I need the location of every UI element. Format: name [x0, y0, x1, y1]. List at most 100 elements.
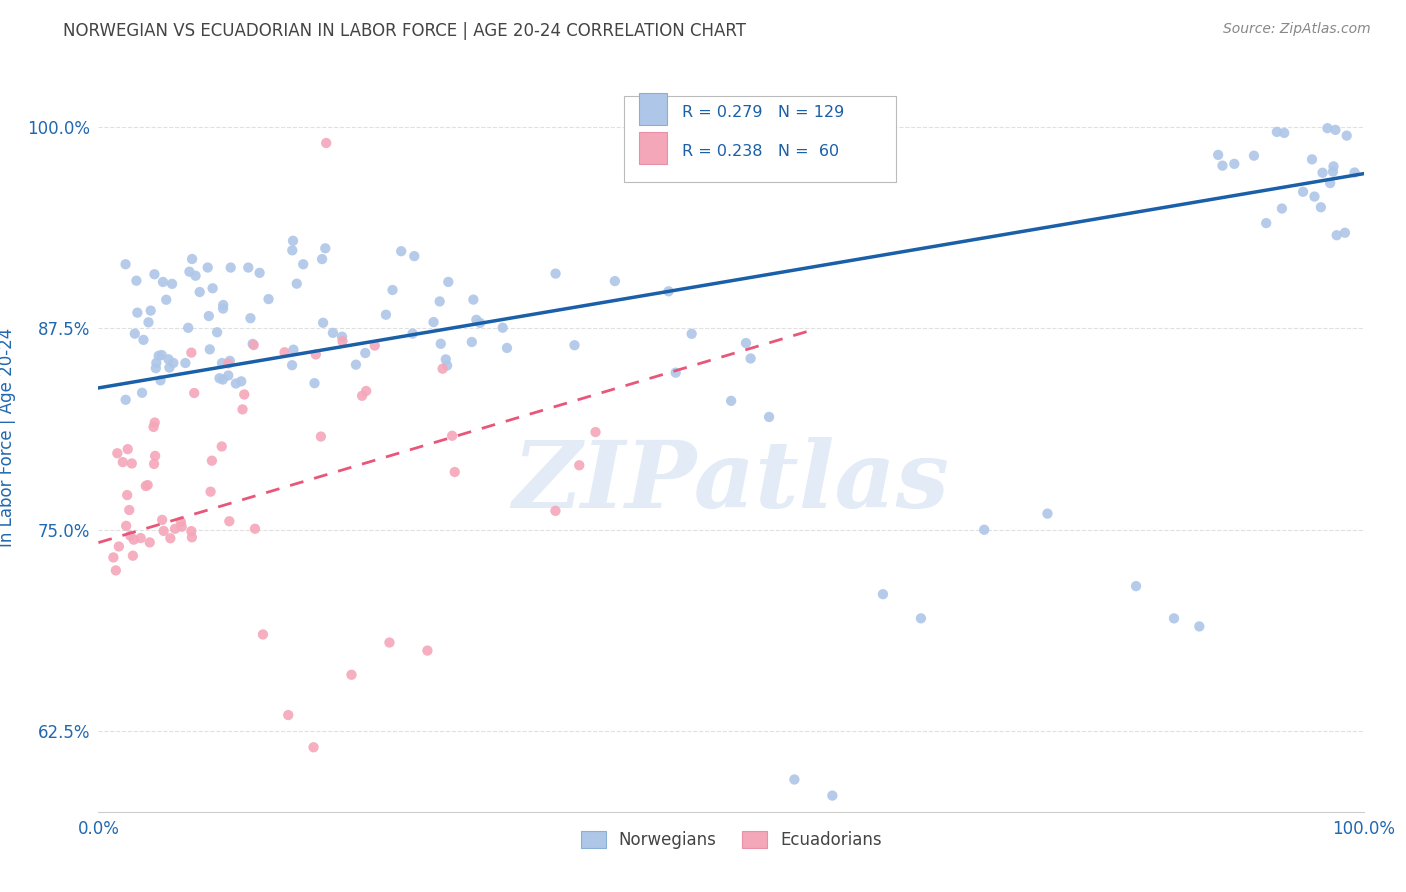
Point — [201, 281, 224, 295]
Point — [108, 540, 131, 554]
Point — [103, 550, 125, 565]
Point — [322, 326, 344, 340]
Point — [416, 643, 439, 657]
Point — [1272, 126, 1295, 140]
Point — [465, 313, 488, 327]
Point — [120, 529, 142, 543]
Point — [205, 325, 228, 339]
Y-axis label: In Labor Force | Age 20-24: In Labor Force | Age 20-24 — [0, 327, 15, 547]
Point — [496, 341, 519, 355]
Point — [105, 446, 128, 460]
Point — [758, 409, 780, 424]
Point — [201, 453, 224, 467]
Point — [375, 308, 398, 322]
Bar — [638, 132, 666, 163]
Point — [378, 635, 401, 649]
Point — [340, 667, 363, 681]
Point — [1309, 200, 1331, 214]
Point — [174, 356, 197, 370]
Legend: Norwegians, Ecuadorians: Norwegians, Ecuadorians — [574, 824, 889, 855]
Point — [544, 504, 567, 518]
Point — [122, 533, 145, 547]
Point — [665, 366, 688, 380]
Point — [132, 333, 155, 347]
Point — [180, 530, 202, 544]
Point — [159, 531, 181, 545]
Point — [170, 515, 193, 529]
Point — [152, 524, 174, 538]
Point — [162, 356, 184, 370]
Point — [1256, 216, 1278, 230]
Bar — [638, 93, 666, 125]
Point — [740, 351, 762, 366]
Point — [461, 334, 484, 349]
Point — [821, 789, 844, 803]
Point — [603, 274, 626, 288]
Point — [177, 320, 200, 334]
Point — [115, 518, 138, 533]
Text: Source: ZipAtlas.com: Source: ZipAtlas.com — [1223, 22, 1371, 37]
Point — [1206, 148, 1229, 162]
Point — [136, 478, 159, 492]
Point — [389, 244, 412, 259]
Point — [118, 503, 141, 517]
Point — [429, 336, 451, 351]
Point — [273, 345, 295, 359]
Point — [257, 292, 280, 306]
Point — [429, 294, 451, 309]
Point — [142, 420, 165, 434]
Point — [198, 343, 221, 357]
Point — [1316, 121, 1339, 136]
Point — [404, 249, 426, 263]
Point — [283, 343, 305, 357]
Point — [242, 338, 264, 352]
Point — [143, 449, 166, 463]
Point — [1211, 159, 1233, 173]
Point — [910, 611, 932, 625]
Point — [314, 241, 336, 255]
Point — [872, 587, 894, 601]
Point — [150, 348, 173, 362]
Point — [302, 740, 325, 755]
Point — [231, 375, 253, 389]
Point — [211, 356, 233, 370]
Text: NORWEGIAN VS ECUADORIAN IN LABOR FORCE | AGE 20-24 CORRELATION CHART: NORWEGIAN VS ECUADORIAN IN LABOR FORCE |… — [63, 22, 747, 40]
Point — [1322, 164, 1344, 178]
Point — [564, 338, 586, 352]
Point — [249, 266, 271, 280]
Point — [311, 252, 333, 266]
Point — [160, 277, 183, 291]
Point — [129, 531, 152, 545]
Point — [1125, 579, 1147, 593]
Point — [139, 303, 162, 318]
Point — [104, 563, 127, 577]
Point — [401, 326, 423, 341]
Point — [124, 326, 146, 341]
Point — [1319, 176, 1341, 190]
Point — [238, 260, 260, 275]
Point — [135, 479, 157, 493]
Point — [735, 336, 758, 351]
Point — [381, 283, 404, 297]
Point — [115, 488, 138, 502]
Point — [281, 358, 304, 372]
Point — [1312, 166, 1334, 180]
Point — [277, 708, 299, 723]
Point — [148, 349, 170, 363]
Point — [1326, 228, 1348, 243]
Point — [281, 244, 304, 258]
Point — [127, 306, 149, 320]
Point — [657, 285, 679, 299]
Point — [304, 376, 326, 391]
Point — [422, 315, 444, 329]
Point — [1343, 165, 1365, 179]
Point — [143, 416, 166, 430]
Point — [1303, 189, 1326, 203]
Point — [242, 337, 264, 351]
Point — [330, 329, 353, 343]
Point — [122, 549, 145, 563]
Point — [181, 252, 204, 266]
Point — [149, 373, 172, 387]
Point — [354, 384, 377, 398]
Point — [1188, 619, 1211, 633]
